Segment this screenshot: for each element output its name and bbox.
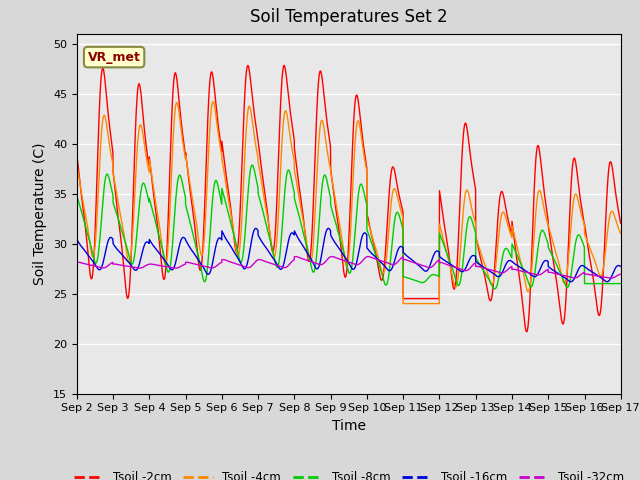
Legend: Tsoil -2cm, Tsoil -4cm, Tsoil -8cm, Tsoil -16cm, Tsoil -32cm: Tsoil -2cm, Tsoil -4cm, Tsoil -8cm, Tsoi… xyxy=(69,466,628,480)
Title: Soil Temperatures Set 2: Soil Temperatures Set 2 xyxy=(250,9,447,26)
Y-axis label: Soil Temperature (C): Soil Temperature (C) xyxy=(33,143,47,285)
X-axis label: Time: Time xyxy=(332,419,366,433)
Text: VR_met: VR_met xyxy=(88,50,141,63)
